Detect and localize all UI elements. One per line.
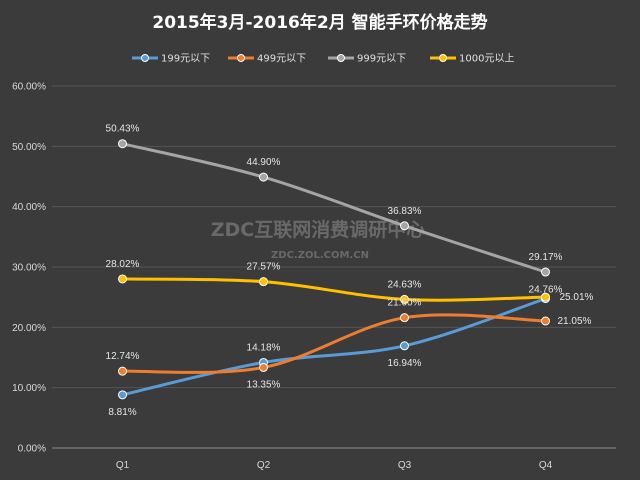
y-axis: 0.00% 10.00% 20.00% 30.00% 40.00% 50.00% 60.00… [12, 82, 46, 455]
series-layer [118, 139, 550, 400]
data-point [541, 316, 550, 326]
y-tick-label: 20.00% [12, 323, 46, 334]
legend-label: 999元以下 [357, 54, 406, 65]
data-labels: 8.81% 14.18% 16.94% 24.76% 12.74% 13.35% 21.60… [106, 124, 594, 418]
data-label: 25.01% [560, 292, 594, 303]
y-tick-label: 0.00% [18, 444, 46, 455]
legend-marker [439, 54, 447, 62]
data-label: 44.90% [247, 157, 281, 168]
data-label: 29.17% [529, 252, 563, 263]
watermark: ZDC互联网消费调研中心 ZDC.ZOL.COM.CN [211, 218, 426, 261]
series-line [121, 142, 547, 274]
y-tick-label: 40.00% [12, 202, 46, 213]
series-line [121, 313, 547, 374]
data-point [259, 277, 268, 287]
data-point [541, 267, 550, 277]
series-line [121, 297, 547, 397]
x-tick-label: Q1 [116, 460, 130, 471]
data-point [118, 139, 127, 149]
chart-title: 2015年3月-2016年2月 智能手环价格走势 [152, 12, 487, 33]
data-point [118, 390, 127, 400]
x-tick-label: Q2 [257, 460, 271, 471]
data-point [259, 362, 268, 372]
legend-label: 199元以下 [161, 54, 210, 65]
legend-label: 1000元以上 [459, 53, 514, 65]
data-label: 12.74% [106, 351, 140, 362]
data-label: 24.76% [529, 285, 563, 296]
data-label: 27.57% [247, 262, 281, 273]
data-label: 8.81% [108, 407, 136, 418]
legend-marker [141, 54, 149, 62]
series-line [121, 277, 547, 302]
data-point [400, 221, 409, 231]
data-label: 21.05% [558, 316, 592, 327]
y-tick-label: 30.00% [12, 263, 46, 274]
x-tick-label: Q3 [398, 460, 412, 471]
x-tick-label: Q4 [539, 460, 553, 471]
data-label: 21.60% [388, 298, 422, 309]
legend-label: 499元以下 [257, 54, 306, 65]
data-point [400, 341, 409, 351]
data-label: 36.83% [388, 206, 422, 217]
legend-marker [237, 54, 245, 62]
data-label: 24.63% [388, 279, 422, 290]
data-label: 50.43% [106, 124, 140, 135]
data-label: 16.94% [388, 358, 422, 369]
data-label: 13.35% [247, 379, 281, 390]
data-point [118, 366, 127, 376]
x-axis: Q1 Q2 Q3 Q4 [116, 460, 553, 471]
data-point [541, 292, 550, 302]
data-point [259, 172, 268, 182]
y-tick-label: 50.00% [12, 142, 46, 153]
data-label: 28.02% [106, 259, 140, 270]
watermark-text: ZDC互联网消费调研中心 [211, 218, 426, 241]
y-tick-label: 60.00% [12, 82, 46, 93]
data-label: 14.18% [247, 342, 281, 353]
data-point [400, 294, 409, 304]
data-point [118, 274, 127, 284]
data-point [400, 313, 409, 323]
legend-marker [337, 54, 345, 62]
y-tick-label: 10.00% [12, 383, 46, 394]
watermark-url: ZDC.ZOL.COM.CN [271, 250, 369, 261]
legend: 199元以下 499元以下 999元以下 1000元以上 [132, 53, 514, 65]
